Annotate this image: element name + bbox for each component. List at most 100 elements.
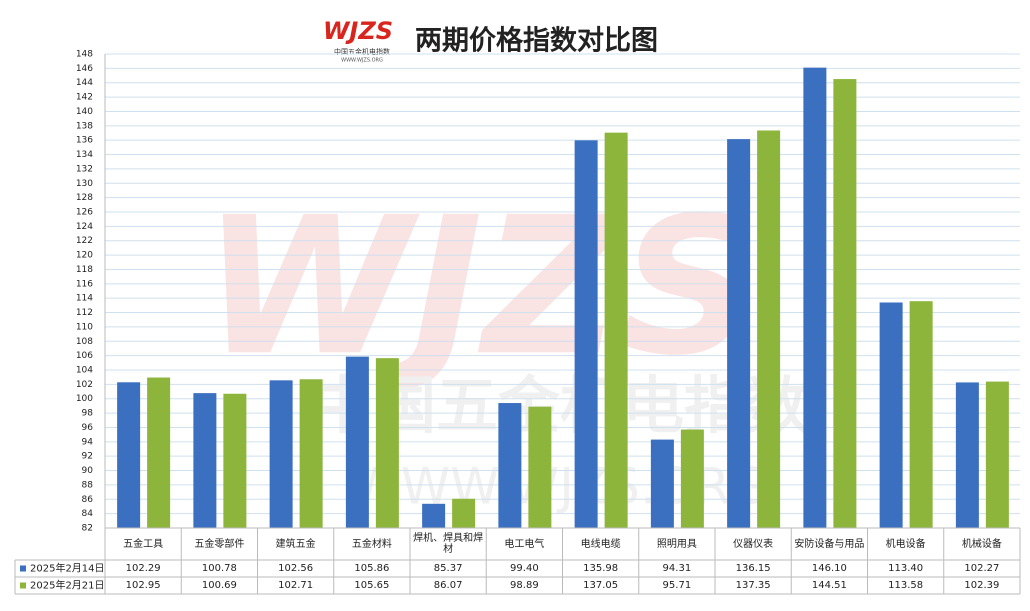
table-value: 137.35 <box>735 580 771 591</box>
bar <box>299 379 323 528</box>
chart-title: 两期价格指数对比图 <box>415 26 658 57</box>
watermark: WJZS 中国五金机电指数 WWW.WJZS.ORG <box>203 176 808 515</box>
bar <box>604 132 628 528</box>
watermark-url: WWW.WJZS.ORG <box>351 458 768 516</box>
table-value-box: 102.95 <box>126 580 161 591</box>
y-tick-label: 90 <box>82 466 94 476</box>
y-tick-label: 102 <box>76 380 93 390</box>
logo: WJZS 中国五金机电指数 WWW.WJZS.ORG <box>323 17 393 64</box>
legend-swatch <box>20 565 26 572</box>
y-tick-label: 110 <box>76 322 93 332</box>
bar <box>574 140 598 529</box>
watermark-mark: WJZS <box>203 176 758 397</box>
bar <box>528 406 552 528</box>
y-tick-label: 112 <box>76 308 93 318</box>
table-value: 98.89 <box>510 580 539 591</box>
y-tick-label: 126 <box>76 208 93 218</box>
table-value: 100.69 <box>201 580 237 591</box>
y-tick-label: 96 <box>82 423 94 433</box>
x-tick-label-box: 电线电缆 <box>580 538 621 550</box>
logo-name: 中国五金机电指数 <box>334 47 390 56</box>
y-tick-label: 116 <box>76 279 93 289</box>
bar <box>498 403 522 528</box>
bar <box>117 382 141 528</box>
table-value: 146.10 <box>811 563 847 574</box>
table-value: 102.56 <box>278 563 314 574</box>
table-value-box: 95.71 <box>662 580 692 591</box>
table-value-box: 102.56 <box>278 563 314 574</box>
table-value-box: 100.78 <box>201 563 237 574</box>
table-value-box: 113.58 <box>888 580 923 591</box>
table-value-box: 144.51 <box>811 580 847 591</box>
bar <box>147 377 171 528</box>
bar <box>650 439 674 528</box>
y-tick-label: 136 <box>76 136 93 146</box>
y-tick-label: 84 <box>82 509 94 519</box>
y-tick-label: 98 <box>82 409 94 419</box>
legend-label: 2025年2月14日 <box>30 562 105 575</box>
y-tick-label: 130 <box>76 179 93 189</box>
y-tick-label: 122 <box>76 236 93 246</box>
bar <box>727 139 751 528</box>
table-value: 102.71 <box>278 580 314 591</box>
x-tick-label: 机械设备 <box>961 538 1002 550</box>
bar <box>422 503 446 528</box>
y-tick-label: 118 <box>76 265 93 275</box>
table-value: 95.71 <box>662 580 692 591</box>
x-tick-label-box: 机电设备 <box>885 538 926 550</box>
y-tick-label: 128 <box>76 193 93 203</box>
legend-label: 2025年2月21日 <box>30 579 105 592</box>
table-value: 144.51 <box>811 580 847 591</box>
y-tick-label: 142 <box>76 93 93 103</box>
table-value-box: 102.29 <box>125 563 161 574</box>
table-value: 137.05 <box>583 580 619 591</box>
y-tick-label: 134 <box>76 150 93 160</box>
bar <box>833 79 857 528</box>
y-tick-label: 94 <box>82 437 94 447</box>
bar <box>879 302 903 528</box>
x-tick-label-box: 焊机、焊具和焊材 <box>413 533 483 555</box>
table-value: 102.39 <box>964 580 1000 591</box>
y-tick-label: 124 <box>76 222 93 232</box>
x-tick-label: 机电设备 <box>885 538 926 550</box>
table-value: 136.15 <box>735 563 771 574</box>
x-tick-label: 五金材料 <box>351 538 392 550</box>
bar <box>269 380 293 528</box>
table-value-box: 136.15 <box>735 563 771 574</box>
table-value-box: 105.86 <box>354 563 389 574</box>
table-value-box: 146.10 <box>811 563 847 574</box>
y-tick-label: 100 <box>76 394 93 404</box>
table-value-box: 135.98 <box>583 563 619 574</box>
y-tick-label: 104 <box>76 366 93 376</box>
bar <box>909 301 933 528</box>
x-tick-label-box: 五金材料 <box>351 538 392 550</box>
table-value: 85.37 <box>433 563 463 574</box>
table-value: 135.98 <box>583 563 619 574</box>
x-tick-label: 安防设备与用品 <box>794 538 865 550</box>
table-value: 102.29 <box>125 563 161 574</box>
bar <box>803 67 827 529</box>
table-value: 99.40 <box>510 563 539 574</box>
table-value-box: 100.69 <box>201 580 237 591</box>
bar <box>223 393 247 528</box>
x-tick-label: 电线电缆 <box>580 538 621 550</box>
table-value: 100.78 <box>201 563 237 574</box>
y-tick-label: 92 <box>82 452 93 462</box>
y-tick-label: 148 <box>76 50 93 60</box>
logo-mark: WJZS <box>323 17 393 45</box>
x-tick-label-box: 电工电气 <box>504 539 544 550</box>
table-value-box: 113.40 <box>888 563 924 574</box>
table-value: 86.07 <box>433 580 463 591</box>
bar <box>680 429 704 528</box>
y-tick-label: 114 <box>76 294 93 304</box>
table-value: 105.65 <box>354 580 390 591</box>
bar <box>985 381 1009 528</box>
y-tick-label: 108 <box>76 337 93 347</box>
y-tick-label: 138 <box>76 121 93 131</box>
x-tick-label: 五金工具 <box>123 538 164 550</box>
table-value-box: 85.37 <box>433 563 463 574</box>
x-tick-label-box: 安防设备与用品 <box>794 538 865 550</box>
table-value: 113.40 <box>888 563 924 574</box>
logo-url: WWW.WJZS.ORG <box>341 58 383 64</box>
bar <box>757 130 781 528</box>
